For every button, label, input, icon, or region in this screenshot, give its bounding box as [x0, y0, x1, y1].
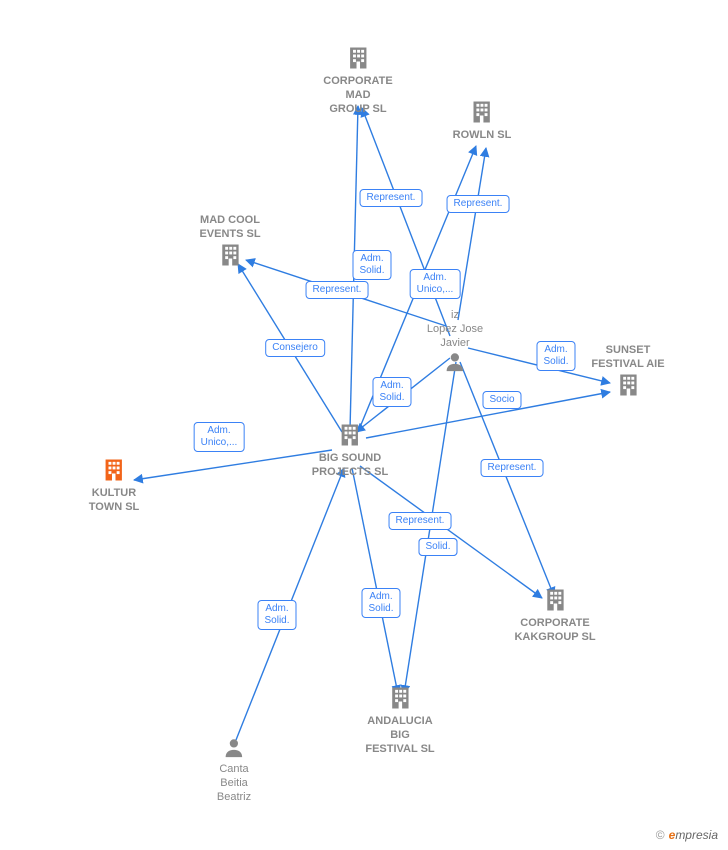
company-icon — [312, 421, 388, 449]
company-icon — [453, 98, 512, 126]
edge-line — [458, 148, 486, 320]
edge-label: Adm.Solid. — [361, 588, 400, 618]
node-mad_cool[interactable]: MAD COOLEVENTS SL — [199, 211, 260, 269]
node-kultur[interactable]: KULTURTOWN SL — [89, 456, 140, 514]
edge-label: Represent. — [481, 459, 544, 477]
edge-label: Adm.Unico,... — [410, 269, 461, 299]
edge-line — [360, 466, 542, 598]
node-sunset[interactable]: SUNSETFESTIVAL AIE — [591, 341, 664, 399]
node-label: ROWLN SL — [453, 128, 512, 142]
node-big_sound[interactable]: BIG SOUNDPROJECTS SL — [312, 421, 388, 479]
company-icon — [514, 586, 595, 614]
node-label: CORPORATEMADGROUP SL — [323, 74, 392, 116]
edge-line — [362, 108, 450, 336]
person-icon — [427, 350, 483, 374]
node-label: CORPORATEKAKGROUP SL — [514, 616, 595, 644]
company-icon — [199, 241, 260, 269]
node-label: ANDALUCIABIGFESTIVAL SL — [365, 714, 434, 756]
node-ruiz[interactable]: izLopez JoseJavier — [427, 306, 483, 374]
edge-line — [134, 450, 332, 480]
edge-label: Adm.Solid. — [352, 250, 391, 280]
node-label: BIG SOUNDPROJECTS SL — [312, 451, 388, 479]
company-icon — [89, 456, 140, 484]
edge-label: Represent. — [389, 512, 452, 530]
edge-label: Represent. — [360, 189, 423, 207]
edge-label: Adm.Solid. — [536, 341, 575, 371]
edge-label: Represent. — [306, 281, 369, 299]
edge-label: Adm.Solid. — [257, 600, 296, 630]
node-label: KULTURTOWN SL — [89, 486, 140, 514]
company-icon — [591, 371, 664, 399]
node-label: SUNSETFESTIVAL AIE — [591, 343, 664, 371]
company-icon — [323, 44, 392, 72]
node-corporate_mad[interactable]: CORPORATEMADGROUP SL — [323, 44, 392, 116]
node-corporate_kak[interactable]: CORPORATEKAKGROUP SL — [514, 586, 595, 644]
node-canta[interactable]: CantaBeitiaBeatriz — [217, 736, 251, 804]
edge-label: Represent. — [447, 195, 510, 213]
diagram-canvas: CORPORATEMADGROUP SL ROWLN SL MAD COOLEVE… — [0, 0, 728, 850]
node-andalucia[interactable]: ANDALUCIABIGFESTIVAL SL — [365, 684, 434, 756]
edge-label: Socio — [482, 391, 521, 409]
person-icon — [217, 736, 251, 760]
edge-label: Adm.Solid. — [372, 377, 411, 407]
node-rowln[interactable]: ROWLN SL — [453, 98, 512, 142]
edge-line — [352, 468, 398, 694]
copyright-text: mpresia — [675, 828, 718, 842]
company-icon — [365, 684, 434, 712]
node-label: CantaBeitiaBeatriz — [217, 762, 251, 804]
edge-label: Consejero — [265, 339, 325, 357]
edge-label: Solid. — [418, 538, 457, 556]
node-label: izLopez JoseJavier — [427, 308, 483, 350]
node-label: MAD COOLEVENTS SL — [199, 213, 260, 241]
copyright: ©empresia — [656, 828, 718, 842]
edge-label: Adm.Unico,... — [194, 422, 245, 452]
copyright-symbol: © — [656, 828, 665, 842]
